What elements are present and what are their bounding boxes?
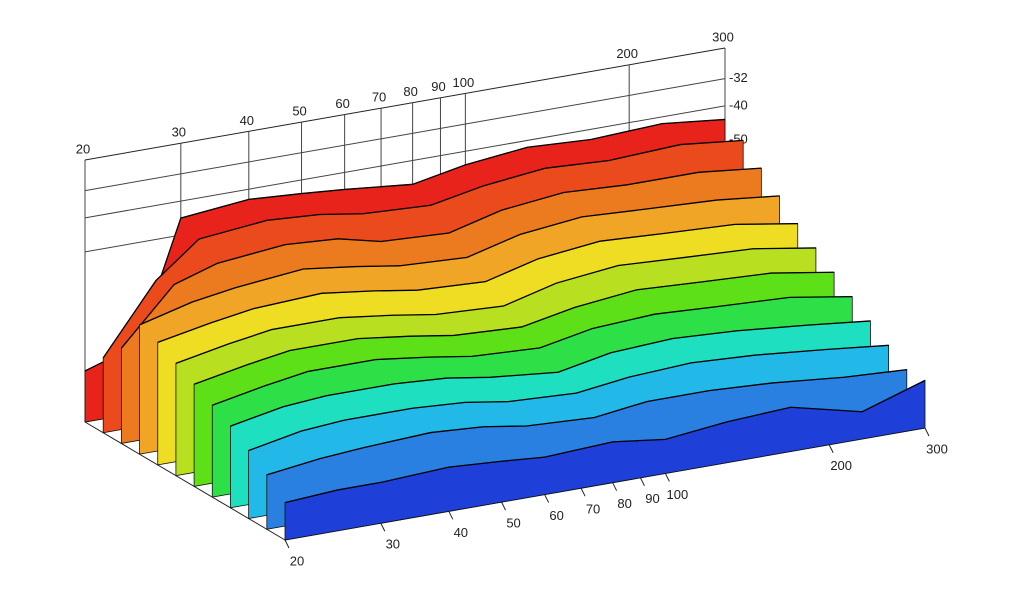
slice-outline <box>193 271 835 385</box>
slice-outline <box>266 368 907 476</box>
x-tick-label: 40 <box>454 525 468 540</box>
slice-outline <box>84 118 726 372</box>
x-tick-label: 300 <box>926 441 948 456</box>
slice-outline <box>230 320 871 427</box>
slice-outline <box>212 295 853 406</box>
x-tick-label: 300 <box>712 29 734 44</box>
x-tick <box>544 494 550 503</box>
x-tick <box>664 473 670 482</box>
x-tick <box>580 487 586 497</box>
x-tick-label: 70 <box>372 90 386 105</box>
x-tick-label: 40 <box>240 113 254 128</box>
x-tick <box>284 539 290 549</box>
x-tick <box>640 477 645 487</box>
slice-outline <box>175 247 816 364</box>
x-tick-label: 100 <box>453 75 475 90</box>
x-tick <box>380 523 386 532</box>
x-tick-label: 90 <box>431 79 445 94</box>
x-tick-label: 30 <box>172 125 186 140</box>
y-tick-label: -40 <box>729 97 748 112</box>
x-tick-label: 60 <box>549 508 563 523</box>
slice-outline <box>248 344 889 452</box>
x-tick-label: 60 <box>335 96 349 111</box>
x-tick-label: 50 <box>506 516 520 531</box>
x-tick-label: 200 <box>616 46 638 61</box>
slice-outline <box>284 379 926 504</box>
x-tick <box>924 427 930 437</box>
x-tick-label: 80 <box>403 84 417 99</box>
x-tick-label: 90 <box>645 491 659 506</box>
back-wall-top <box>84 47 726 161</box>
slice-outline <box>120 167 762 349</box>
x-tick-label: 100 <box>667 487 689 502</box>
x-tick-label: 200 <box>830 458 852 473</box>
slice-outline <box>157 222 798 344</box>
grid-line <box>84 78 726 192</box>
y-tick-label: -32 <box>729 70 748 85</box>
grid-line <box>84 105 726 219</box>
x-tick-label: 70 <box>586 502 600 517</box>
slice-outline <box>102 139 744 359</box>
x-tick-label: 20 <box>76 141 90 156</box>
x-tick <box>828 444 834 453</box>
left-depth-edge <box>84 421 286 541</box>
x-tick-label: 80 <box>617 496 631 511</box>
x-tick <box>448 511 454 520</box>
x-tick-label: 30 <box>386 537 400 552</box>
slice-outline <box>139 195 780 326</box>
x-tick <box>501 501 506 511</box>
x-tick-label: 20 <box>290 553 304 568</box>
x-tick-label: 50 <box>292 104 306 119</box>
x-tick <box>612 482 618 491</box>
